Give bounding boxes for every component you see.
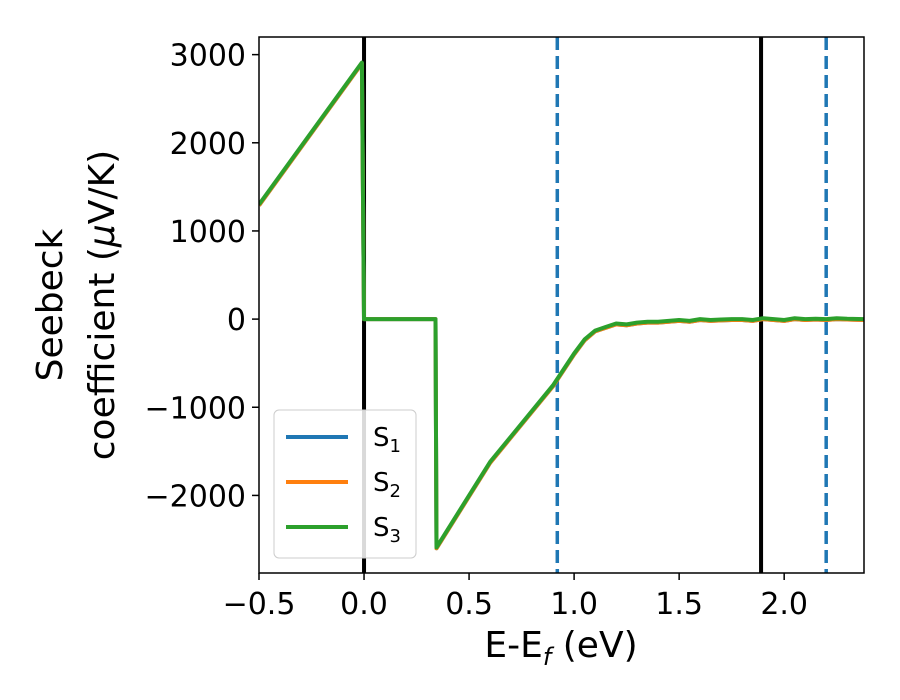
- legend: S1 S2 S3: [273, 409, 417, 559]
- x-tick-label: 2.0: [760, 587, 808, 622]
- legend-label-s2: S2: [373, 468, 401, 502]
- y-axis-label: Seebeck coefficient (μV/K): [30, 150, 123, 460]
- plot-frame: [258, 36, 865, 574]
- x-axis: −0.5 0.0 0.5 1.0 1.5 2.0: [223, 573, 808, 622]
- x-tick-label: 1.0: [550, 587, 598, 622]
- reference-lines: [362, 37, 828, 573]
- y-tick-label: 3000: [170, 39, 246, 74]
- y-tick-label: 1000: [170, 215, 246, 250]
- legend-label-s3: S3: [373, 513, 401, 547]
- y-tick-label: −2000: [145, 479, 246, 514]
- series-line-s3: [259, 60, 864, 550]
- series-lines: [259, 60, 864, 551]
- x-tick-label: −0.5: [223, 587, 296, 622]
- x-tick-label: 1.5: [655, 587, 703, 622]
- y-axis: 3000 2000 1000 0 −1000 −2000: [145, 39, 259, 514]
- x-axis-label: E-Ef (eV): [484, 625, 637, 671]
- legend-label-s1: S1: [373, 423, 401, 457]
- y-axis-label-line1: Seebeck: [30, 228, 71, 381]
- y-tick-label: 2000: [170, 127, 246, 162]
- y-tick-label: −1000: [145, 391, 246, 426]
- y-tick-label: 0: [227, 303, 246, 338]
- y-axis-label-line2: coefficient (μV/K): [82, 150, 123, 460]
- x-tick-label: 0.0: [340, 587, 388, 622]
- x-tick-label: 0.5: [445, 587, 493, 622]
